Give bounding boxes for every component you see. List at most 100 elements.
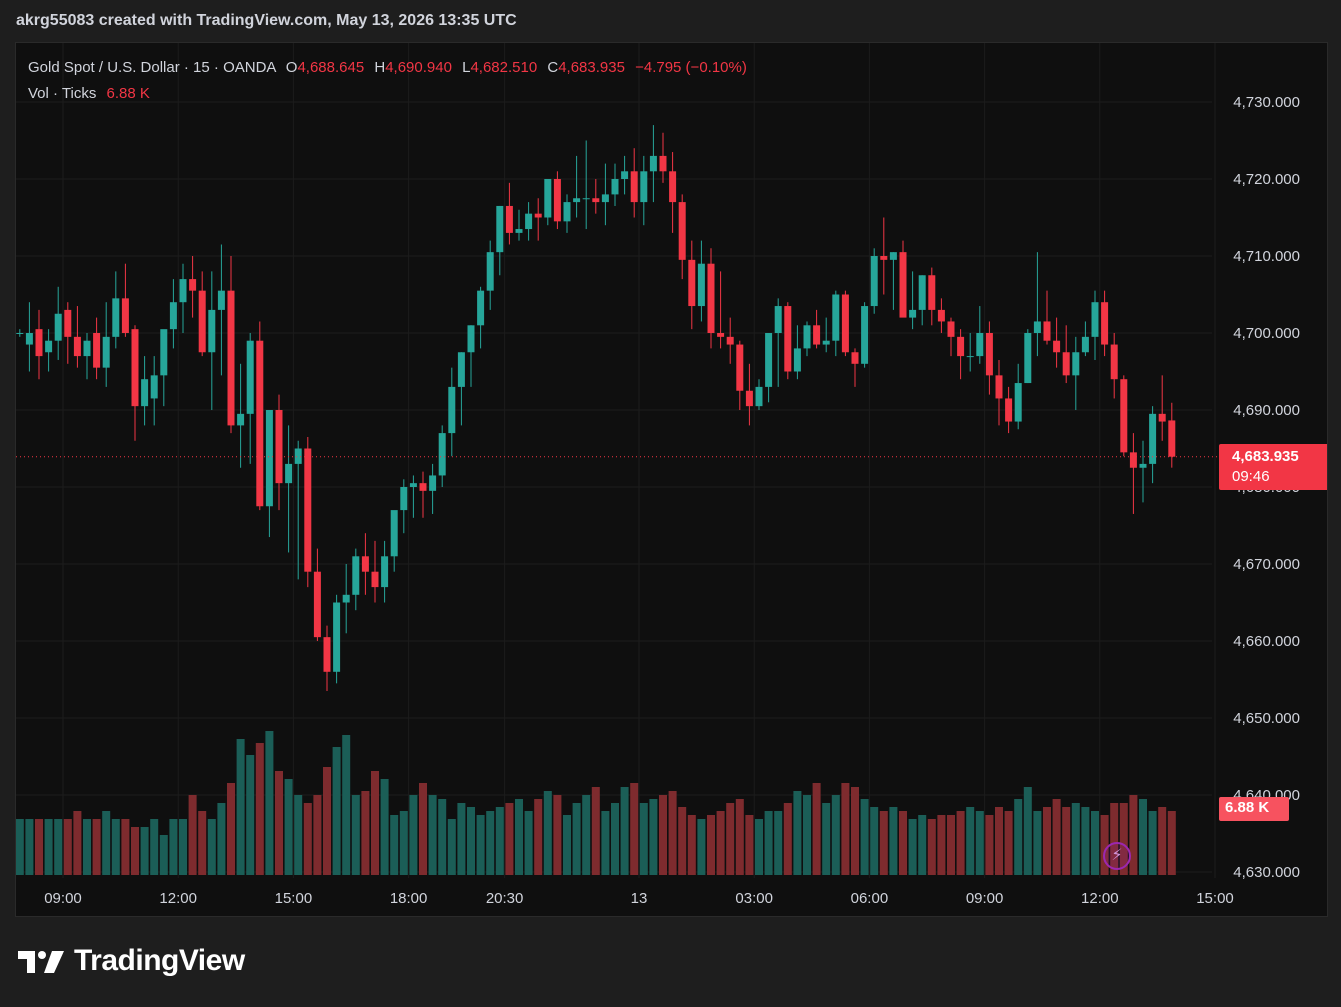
volume-bar	[447, 819, 456, 875]
volume-bar	[217, 803, 226, 875]
chart-pane[interactable]: 4,730.000 4,720.000 4,710.000 4,700.000 4,69…	[15, 42, 1328, 917]
volume-bar	[889, 807, 898, 875]
candle-body	[25, 333, 33, 345]
candle-body	[198, 290, 206, 353]
candle-body	[601, 194, 609, 203]
candle-body	[169, 302, 177, 330]
y-tick-label: 4,670.000	[1233, 556, 1300, 573]
candle-body	[1014, 383, 1022, 422]
volume-bar	[332, 747, 341, 875]
last-price-tag: 4,683.935 09:46	[1219, 444, 1327, 490]
candle-body	[544, 179, 552, 218]
x-tick-label: 12:00	[159, 890, 197, 907]
volume-bar	[1023, 787, 1032, 875]
candle-body	[1158, 413, 1166, 422]
volume-bar	[409, 795, 418, 875]
symbol-title[interactable]: Gold Spot / U.S. Dollar · 15 · OANDA	[28, 59, 276, 76]
volume-bar	[198, 811, 207, 875]
candle-body	[294, 448, 302, 464]
volume-bar	[284, 779, 293, 875]
volume-bar	[390, 815, 399, 875]
volume-bar	[255, 743, 264, 875]
volume-bar	[543, 791, 552, 875]
volume-bar	[726, 803, 735, 875]
volume-bar	[159, 835, 168, 875]
candle-body	[726, 336, 734, 345]
candle-body	[966, 356, 974, 358]
volume-bar	[687, 815, 696, 875]
volume-bar	[16, 819, 24, 875]
volume-bar	[831, 795, 840, 875]
volume-bar	[745, 815, 754, 875]
candle-body	[285, 463, 293, 484]
candle-body	[304, 448, 312, 572]
volume-bar	[102, 811, 111, 875]
lightning-bolt-icon[interactable]: ⚡	[1103, 842, 1131, 870]
candle-body	[208, 309, 216, 353]
volume-bar	[639, 803, 648, 875]
volume-bar	[73, 811, 82, 875]
candle-body	[813, 325, 821, 345]
candle-body	[477, 290, 485, 326]
candle-body	[822, 340, 830, 345]
volume-bar	[486, 811, 495, 875]
x-tick-label: 06:00	[851, 890, 889, 907]
candle-body	[909, 309, 917, 318]
volume-bar	[495, 807, 504, 875]
volume-bar	[841, 783, 850, 875]
volume-bar	[1167, 811, 1176, 875]
candle-body	[467, 325, 475, 353]
candle-body	[736, 344, 744, 391]
candle-body	[1043, 321, 1051, 341]
candle-body	[889, 252, 897, 260]
candle-body	[1053, 340, 1061, 353]
tradingview-wordmark: TradingView	[74, 944, 245, 977]
y-tick-label: 4,690.000	[1233, 402, 1300, 419]
candle-body	[496, 205, 504, 253]
volume-bar	[25, 819, 34, 875]
candle-body	[160, 329, 168, 376]
volume-bar	[1139, 799, 1147, 875]
candle-body	[611, 179, 619, 195]
volume-indicator-label[interactable]: Vol · Ticks	[28, 85, 97, 102]
volume-bar	[169, 819, 178, 875]
volume-bar	[860, 799, 869, 875]
volume-bar	[294, 795, 303, 875]
y-tick-label: 4,730.000	[1233, 94, 1300, 111]
candle-body	[697, 263, 705, 307]
candle-body	[505, 205, 513, 233]
volume-indicator-value: 6.88 K	[106, 85, 150, 102]
candle-body	[121, 298, 129, 333]
volume-bar	[697, 819, 706, 875]
volume-bar	[1043, 807, 1051, 875]
volume-bar	[975, 811, 984, 875]
volume-bar	[572, 803, 581, 875]
candle-body	[640, 171, 648, 203]
x-tick-label: 09:00	[44, 890, 82, 907]
volume-bar	[1004, 811, 1013, 875]
volume-bar	[1119, 803, 1128, 875]
volume-bar	[1052, 799, 1061, 875]
volume-bar	[1062, 807, 1071, 875]
volume-bar	[908, 819, 917, 875]
volume-bar	[1081, 807, 1090, 875]
volume-bar	[457, 803, 466, 875]
tradingview-logo-icon	[18, 951, 64, 973]
volume-bar	[179, 819, 187, 875]
volume-bar	[620, 787, 629, 875]
volume-bar	[131, 827, 139, 875]
volume-bar	[1014, 799, 1023, 875]
candle-body	[83, 340, 91, 357]
candlestick-chart[interactable]: 4,730.000 4,720.000 4,710.000 4,700.000 4,69…	[16, 43, 1327, 916]
candle-body	[870, 256, 878, 307]
volume-bar	[92, 819, 101, 875]
ohlc-row: Gold Spot / U.S. Dollar · 15 · OANDA O4,…	[28, 55, 747, 81]
volume-bar	[803, 795, 811, 875]
candle-body	[256, 340, 264, 507]
candle-body	[429, 475, 437, 491]
volume-bar	[438, 799, 447, 875]
candle-body	[784, 306, 792, 372]
candle-body	[1139, 463, 1147, 468]
volume-bar	[755, 819, 763, 875]
candle-body	[649, 155, 657, 172]
